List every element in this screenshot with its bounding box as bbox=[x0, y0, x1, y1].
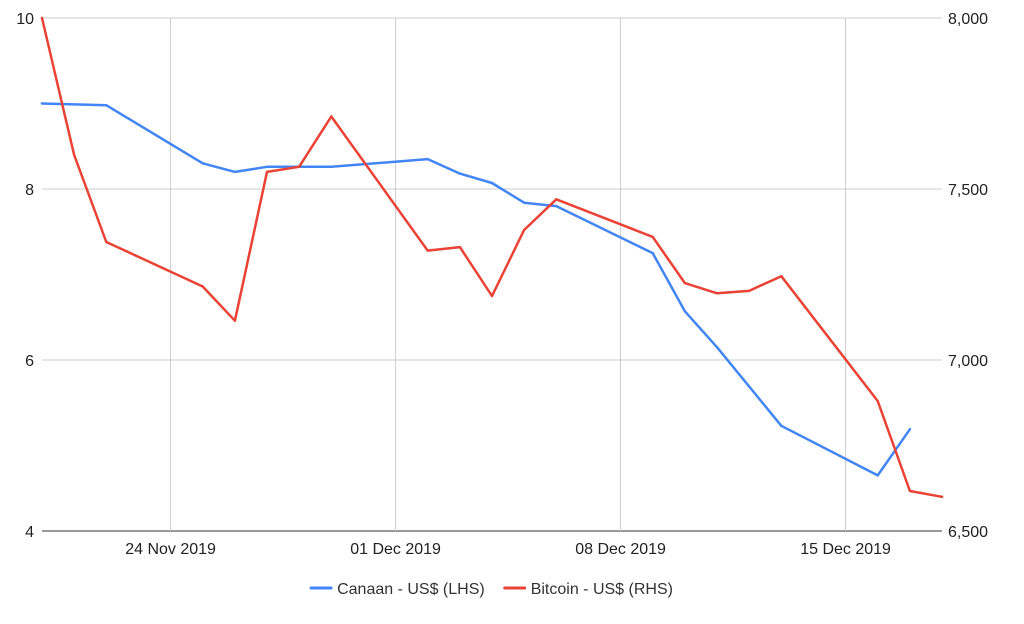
data-point bbox=[715, 345, 719, 349]
data-point bbox=[747, 289, 751, 293]
data-point bbox=[876, 399, 879, 403]
x-tick-label: 15 Dec 2019 bbox=[800, 541, 891, 558]
data-point bbox=[40, 102, 44, 105]
data-point bbox=[105, 240, 108, 244]
data-point bbox=[715, 292, 719, 295]
data-point bbox=[265, 170, 269, 174]
data-point bbox=[555, 204, 558, 208]
right-axis-ticks: 6,500 7,000 7,500 8,000 bbox=[948, 11, 988, 541]
left-tick-label: 6 bbox=[25, 353, 34, 370]
left-tick-label: 8 bbox=[25, 182, 34, 199]
legend-label: Bitcoin - US$ (RHS) bbox=[531, 581, 673, 598]
data-point bbox=[780, 275, 783, 278]
data-point bbox=[105, 104, 108, 107]
data-point bbox=[940, 495, 944, 498]
data-point bbox=[72, 153, 76, 156]
legend-item: Bitcoin - US$ (RHS) bbox=[503, 581, 673, 598]
data-point bbox=[426, 249, 429, 252]
x-tick-label: 08 Dec 2019 bbox=[575, 541, 666, 558]
data-point bbox=[201, 162, 204, 165]
data-point bbox=[876, 474, 879, 477]
series-lines bbox=[40, 16, 944, 499]
right-tick-label: 7,000 bbox=[948, 353, 988, 370]
series-0 bbox=[40, 102, 912, 477]
data-point bbox=[40, 16, 44, 20]
data-point bbox=[330, 165, 333, 168]
data-point bbox=[908, 428, 912, 431]
data-point bbox=[780, 424, 783, 428]
data-point bbox=[458, 245, 462, 249]
data-point bbox=[555, 198, 558, 201]
right-tick-label: 7,500 bbox=[948, 182, 988, 199]
data-point bbox=[522, 201, 526, 204]
right-tick-label: 6,500 bbox=[948, 524, 988, 541]
data-point bbox=[233, 170, 237, 174]
data-point bbox=[683, 281, 687, 285]
data-point bbox=[297, 165, 301, 168]
x-axis-ticks: 24 Nov 2019 01 Dec 2019 08 Dec 2019 15 Dec … bbox=[125, 541, 891, 558]
data-point bbox=[233, 319, 237, 322]
data-point bbox=[490, 294, 494, 298]
left-axis-ticks: 4 6 8 10 bbox=[16, 11, 34, 541]
series-line bbox=[40, 102, 912, 477]
data-point bbox=[201, 285, 204, 288]
data-point bbox=[265, 165, 269, 168]
left-tick-label: 10 bbox=[16, 11, 34, 28]
data-point bbox=[683, 310, 687, 313]
grid-lines bbox=[42, 17, 942, 532]
series-1 bbox=[40, 16, 944, 499]
data-point bbox=[426, 157, 429, 161]
data-point bbox=[330, 115, 333, 118]
left-tick-label: 4 bbox=[25, 524, 34, 541]
legend-label: Canaan - US$ (LHS) bbox=[337, 581, 485, 598]
data-point bbox=[651, 235, 654, 239]
data-point bbox=[651, 251, 654, 255]
data-point bbox=[458, 172, 462, 175]
series-line bbox=[40, 16, 944, 499]
data-point bbox=[490, 181, 494, 185]
legend-item: Canaan - US$ (LHS) bbox=[309, 581, 485, 598]
x-tick-label: 01 Dec 2019 bbox=[350, 541, 441, 558]
data-point bbox=[908, 489, 912, 493]
legend: Canaan - US$ (LHS) Bitcoin - US$ (RHS) bbox=[309, 581, 673, 598]
x-tick-label: 24 Nov 2019 bbox=[125, 541, 216, 558]
right-tick-label: 8,000 bbox=[948, 11, 988, 28]
data-point bbox=[522, 228, 526, 232]
